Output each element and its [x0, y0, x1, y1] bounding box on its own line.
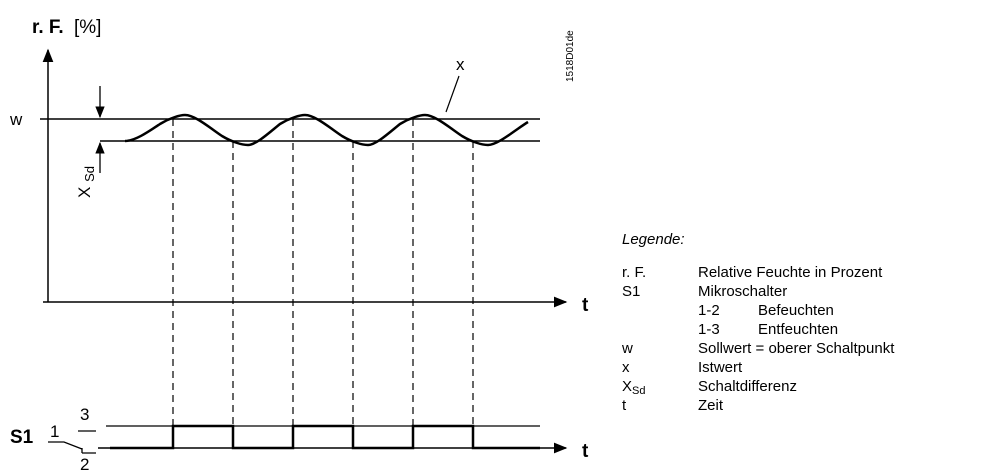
legend-value: Relative Feuchte in Prozent — [698, 264, 883, 281]
switch-terminal-2: 2 — [80, 455, 89, 474]
legend-key: x — [622, 359, 630, 376]
projection-lines — [172, 119, 474, 426]
switch-terminal-1: 1 — [50, 422, 59, 441]
setpoint-label: w — [9, 110, 23, 129]
legend-value: Zeit — [698, 397, 724, 414]
legend-title: Legende: — [622, 231, 685, 248]
legend-value: Istwert — [698, 359, 743, 376]
legend-row: 1-2 Befeuchten — [622, 301, 894, 320]
actual-value-label: x — [456, 55, 465, 74]
legend-value: Schaltdifferenz — [698, 378, 797, 395]
legend-key: XSd — [622, 377, 698, 397]
legend-value: Befeuchten — [758, 302, 834, 319]
legend-key: 1-3 — [698, 321, 720, 338]
legend-row: XSd Schaltdifferenz — [622, 377, 894, 397]
legend-row: w Sollwert = oberer Schaltpunkt — [622, 339, 894, 358]
legend-value: Sollwert = oberer Schaltpunkt — [698, 340, 895, 357]
actual-value-leader — [445, 75, 460, 113]
legend-row: r. F. Relative Feuchte in Prozent — [622, 263, 894, 282]
differential-label-sub: Sd — [82, 166, 97, 182]
legend-key: 1-2 — [698, 302, 720, 319]
legend-row: S1 Mikroschalter — [622, 282, 894, 301]
y-axis-label-bold: r. F. — [32, 17, 64, 38]
actual-value-curve — [124, 113, 529, 147]
legend-row: 1-3 Entfeuchten — [622, 320, 894, 339]
switch-state-signal — [110, 424, 540, 450]
legend: Legende: r. F. Relative Feuchte in Proze… — [622, 230, 894, 415]
y-axis-label-unit: [%] — [74, 17, 101, 38]
legend-key: S1 — [622, 283, 641, 300]
legend-key-main: X — [622, 378, 633, 395]
legend-row: x Istwert — [622, 358, 894, 377]
legend-key-sub: Sd — [632, 385, 646, 397]
legend-key: t — [622, 397, 627, 414]
switch-terminal-3: 3 — [80, 405, 89, 424]
switch-contact-symbol — [48, 430, 96, 454]
time-label-top: t — [582, 295, 589, 316]
differential-label-main: X — [75, 187, 94, 198]
switch-label: S1 — [10, 427, 34, 448]
y-axis-label: r. F. [%] — [32, 17, 101, 38]
legend-key: r. F. — [622, 264, 647, 281]
time-label-bottom: t — [582, 441, 589, 462]
drawing-code: 1518D01de — [565, 30, 576, 82]
legend-value: Mikroschalter — [698, 283, 788, 300]
differential-label: X Sd — [75, 166, 97, 198]
legend-row: t Zeit — [622, 396, 894, 415]
legend-value: Entfeuchten — [758, 321, 839, 338]
legend-key: w — [622, 340, 633, 357]
